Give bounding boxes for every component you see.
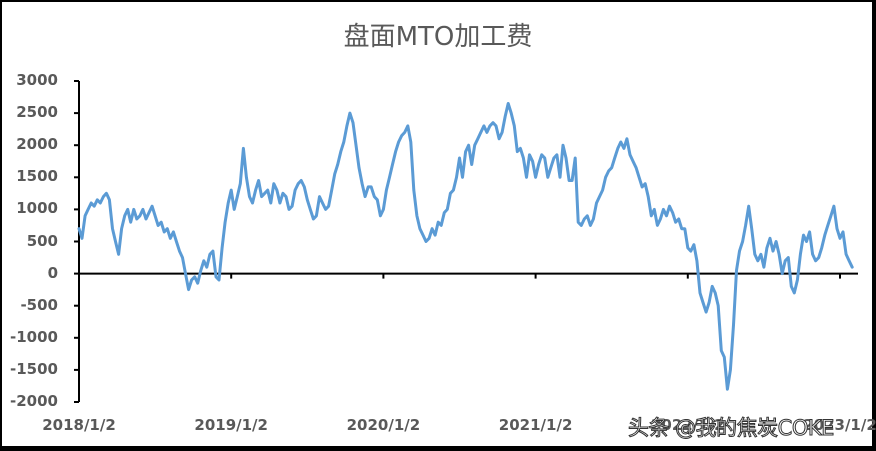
y-tick-label: 2000 (16, 135, 58, 154)
y-tick-label: -1000 (10, 327, 58, 346)
y-axis-tick-marks (74, 80, 79, 403)
chart-title: 盘面MTO加工费 (343, 22, 533, 52)
y-tick-label: -1500 (10, 359, 58, 378)
x-axis-tick-marks (230, 273, 841, 279)
x-tick-label: 2020/1/2 (346, 416, 421, 434)
x-tick-label: 2021/1/2 (498, 416, 573, 434)
y-tick-label: 500 (26, 231, 58, 250)
watermark-text: 头条 @我的焦炭COKE (628, 416, 835, 441)
y-tick-label: 0 (47, 263, 58, 282)
y-tick-label: 2500 (16, 103, 58, 122)
y-tick-label: -2000 (10, 392, 58, 410)
y-tick-label: 3000 (16, 71, 58, 89)
x-tick-label: 2022/1/2 (651, 416, 725, 434)
x-tick-label: 2019/1/2 (194, 416, 268, 434)
x-tick-label: 2018/1/2 (42, 416, 116, 434)
x-tick-label: 2023/1/2 (803, 416, 876, 434)
series-line-mto-margin (77, 102, 854, 391)
y-tick-label: 1000 (16, 199, 58, 218)
y-tick-label: -500 (20, 295, 58, 314)
y-tick-label: 1500 (16, 167, 58, 186)
